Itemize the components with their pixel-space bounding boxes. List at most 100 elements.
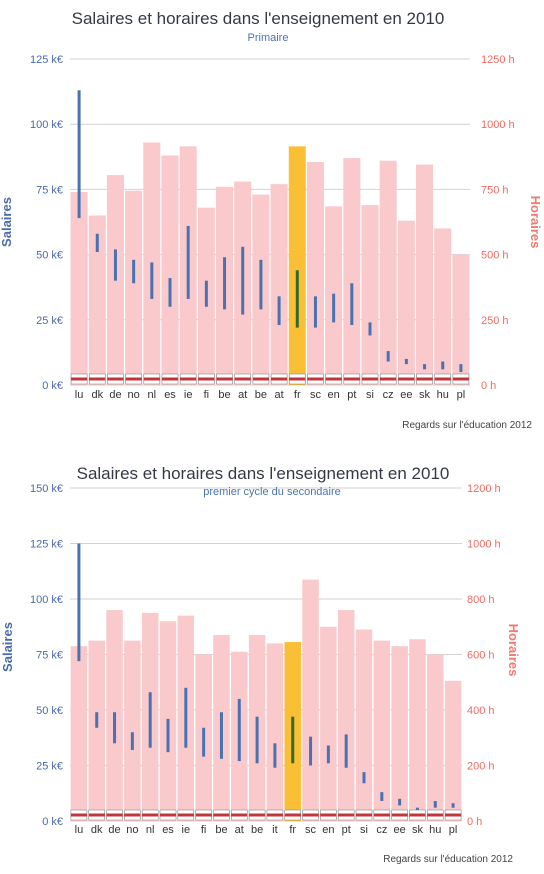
chart-primaire: 0 k€ 25 k€ 50 k€ 75 k€ 100 k€ 125 k€ 0 h 250 h 5… bbox=[0, 9, 543, 431]
salary-range bbox=[148, 692, 152, 748]
flag-icon bbox=[179, 373, 197, 385]
hours-bar bbox=[427, 654, 444, 821]
salary-range bbox=[291, 716, 295, 764]
y2-tick-label: 0 h bbox=[467, 816, 482, 828]
flag-stripe bbox=[307, 377, 324, 381]
credit-text: Regards sur l'éducation 2012 bbox=[402, 420, 532, 431]
category-label: ee bbox=[394, 824, 406, 836]
salary-range bbox=[186, 225, 190, 299]
hours-bar bbox=[302, 579, 319, 821]
credit-text: Regards sur l'éducation 2012 bbox=[383, 854, 513, 865]
salary-range bbox=[132, 259, 136, 284]
flag-stripe bbox=[343, 377, 360, 381]
y2-axis-label: Horaires bbox=[528, 196, 543, 249]
salary-range bbox=[255, 716, 259, 764]
flag-icon bbox=[89, 373, 106, 385]
flag-icon bbox=[70, 373, 88, 385]
y-tick-label: 100 k€ bbox=[30, 119, 63, 131]
flag-icon bbox=[143, 373, 161, 385]
category-label: nl bbox=[148, 389, 157, 401]
flag-stripe bbox=[125, 377, 142, 381]
salary-range bbox=[295, 270, 299, 328]
category-label: hu bbox=[429, 824, 441, 836]
salary-range bbox=[404, 358, 408, 365]
hours-bar bbox=[355, 629, 373, 821]
category-label: si bbox=[366, 389, 374, 401]
flag-stripe bbox=[195, 813, 212, 817]
category-label: ie bbox=[184, 389, 193, 401]
salary-range bbox=[350, 283, 354, 326]
salary-range bbox=[113, 712, 117, 744]
category-label: lu bbox=[75, 389, 84, 401]
flag-stripe bbox=[142, 813, 159, 817]
flag-stripe bbox=[380, 377, 397, 381]
flag-icon bbox=[355, 809, 373, 821]
flag-stripe bbox=[356, 813, 372, 817]
y2-tick-label: 800 h bbox=[467, 594, 495, 606]
flag-stripe bbox=[416, 377, 433, 381]
y2-axis-label: Horaires bbox=[506, 624, 521, 677]
hours-bar bbox=[270, 184, 288, 385]
flag-icon bbox=[266, 809, 284, 821]
flag-icon bbox=[307, 373, 324, 385]
flag-stripe bbox=[427, 813, 444, 817]
y-tick-label: 25 k€ bbox=[36, 315, 63, 327]
flag-icon bbox=[343, 373, 361, 385]
hours-bar bbox=[70, 192, 88, 385]
y-tick-label: 125 k€ bbox=[30, 539, 63, 551]
chart-secondaire: 0 k€ 25 k€ 50 k€ 75 k€ 100 k€ 125 k€ 150 k€ 0 h… bbox=[0, 437, 544, 874]
y-tick-label: 75 k€ bbox=[36, 184, 63, 196]
flag-stripe bbox=[162, 377, 178, 381]
category-label: en bbox=[328, 389, 340, 401]
flag-icon bbox=[302, 809, 319, 821]
salary-range bbox=[95, 712, 99, 728]
hours-bar bbox=[416, 164, 434, 385]
category-label: be bbox=[251, 824, 263, 836]
flag-icon bbox=[337, 809, 355, 821]
category-label: sk bbox=[419, 389, 431, 401]
flag-icon bbox=[141, 809, 159, 821]
y2-tick-label: 600 h bbox=[467, 650, 495, 662]
category-label: pt bbox=[347, 389, 356, 401]
hours-bar bbox=[343, 158, 361, 385]
flag-icon bbox=[434, 373, 451, 385]
salary-range bbox=[433, 801, 437, 808]
category-label: sk bbox=[412, 824, 424, 836]
flag-stripe bbox=[249, 813, 266, 817]
hours-bar bbox=[434, 228, 452, 385]
flag-stripe bbox=[284, 813, 301, 817]
category-label: sc bbox=[305, 824, 317, 836]
salary-range bbox=[150, 262, 154, 299]
category-label: es bbox=[162, 824, 174, 836]
chart-subtitle: premier cycle du secondaire bbox=[203, 486, 341, 498]
salary-range bbox=[309, 736, 313, 766]
chart-title: Salaires et horaires dans l'enseignement… bbox=[72, 9, 445, 28]
category-label: it bbox=[272, 824, 278, 836]
category-label: hu bbox=[437, 389, 449, 401]
salary-range bbox=[344, 734, 348, 768]
hours-bar bbox=[88, 215, 106, 385]
salary-range bbox=[277, 296, 281, 326]
flag-stripe bbox=[107, 377, 124, 381]
flag-stripe bbox=[409, 813, 426, 817]
category-label: cz bbox=[376, 824, 387, 836]
hours-bar bbox=[379, 160, 397, 385]
flag-stripe bbox=[320, 813, 337, 817]
flag-icon bbox=[284, 809, 301, 821]
hours-bar bbox=[266, 643, 284, 821]
category-label: fi bbox=[201, 824, 207, 836]
flag-icon bbox=[88, 809, 105, 821]
flag-stripe bbox=[177, 813, 194, 817]
category-label: de bbox=[109, 389, 121, 401]
hours-bar bbox=[444, 680, 462, 821]
y2-tick-label: 0 h bbox=[481, 380, 496, 392]
category-label: at bbox=[274, 389, 283, 401]
flag-stripe bbox=[325, 377, 342, 381]
flag-stripe bbox=[213, 813, 230, 817]
y-tick-label: 100 k€ bbox=[30, 594, 63, 606]
flag-icon bbox=[398, 373, 415, 385]
salary-range bbox=[237, 698, 241, 762]
flag-icon bbox=[325, 373, 342, 385]
y-tick-label: 75 k€ bbox=[36, 650, 63, 662]
flag-icon bbox=[391, 809, 408, 821]
